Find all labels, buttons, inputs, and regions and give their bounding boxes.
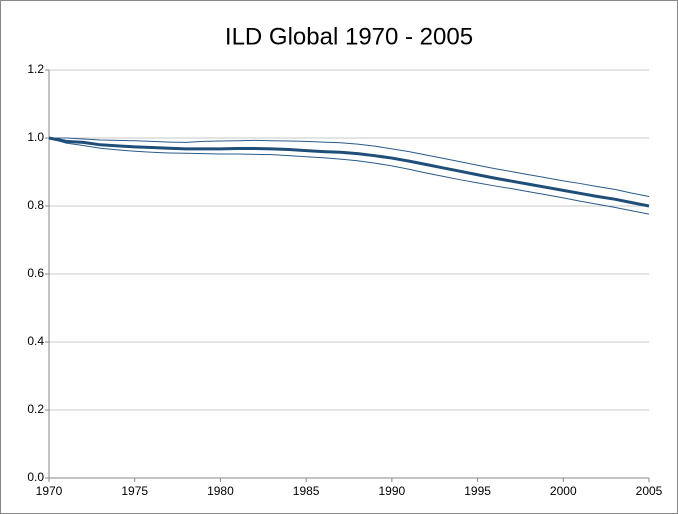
x-tick-label: 1975 — [121, 484, 148, 498]
x-tick-label: 1995 — [464, 484, 491, 498]
series-line — [49, 137, 650, 197]
y-tick-label: 0.6 — [27, 266, 44, 280]
x-tick-label: 1980 — [207, 484, 234, 498]
series-line — [48, 136, 650, 208]
y-tick-label: 1.0 — [27, 130, 44, 144]
y-tick-label: 0.4 — [27, 334, 44, 348]
x-tick-label: 2005 — [636, 484, 663, 498]
series-line — [48, 137, 650, 215]
y-tick-label: 0.8 — [27, 198, 44, 212]
y-tick-label: 1.2 — [27, 62, 44, 76]
x-tick-label: 2000 — [550, 484, 577, 498]
x-tick-label: 1970 — [36, 484, 63, 498]
x-tick-label: 1985 — [293, 484, 320, 498]
chart-title: ILD Global 1970 - 2005 — [225, 23, 473, 50]
x-tick-label: 1990 — [379, 484, 406, 498]
y-tick-label: 0.2 — [27, 402, 44, 416]
y-tick-label: 0.0 — [27, 470, 44, 484]
